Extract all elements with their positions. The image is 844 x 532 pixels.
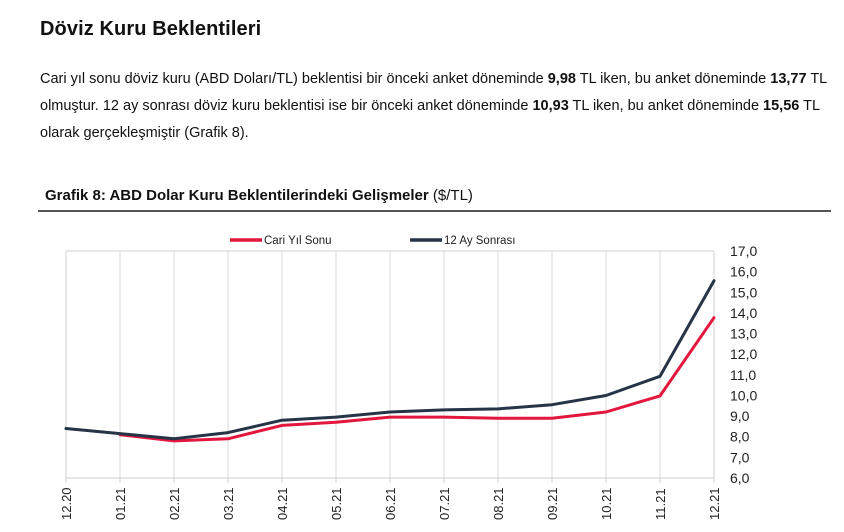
x-tick-label: 08.21 [491, 487, 506, 520]
y-tick-label: 10,0 [730, 387, 757, 403]
paragraph-text: TL olmuştur. 12 ay sonrası döviz kuru be… [40, 71, 827, 114]
y-tick-label: 17,0 [730, 243, 757, 259]
y-tick-label: 14,0 [730, 305, 757, 321]
y-tick-label: 13,0 [730, 326, 757, 342]
x-tick-label: 12.21 [707, 487, 722, 520]
highlight-value: 9,98 [547, 71, 576, 87]
summary-paragraph: Cari yıl sonu döviz kuru (ABD Doları/TL)… [40, 66, 830, 147]
y-tick-label: 11,0 [730, 367, 756, 383]
x-tick-label: 09.21 [545, 487, 560, 520]
chart-title-text: Grafik 8: ABD Dolar Kuru Beklentilerinde… [45, 187, 429, 204]
x-tick-label: 12.20 [59, 487, 74, 520]
x-axis-ticks: 12.20 01.21 02.21 03.21 04.21 05.21 06.21 07.21… [59, 478, 722, 520]
x-tick-label: 11.21 [653, 488, 668, 520]
paragraph-text: TL olarak gerçekleşmiştir (Grafik 8). [40, 98, 820, 141]
chart-title: Grafik 8: ABD Dolar Kuru Beklentilerinde… [45, 187, 473, 204]
series-line [118, 316, 716, 443]
x-tick-label: 10.21 [599, 487, 614, 520]
x-tick-label: 06.21 [383, 487, 398, 520]
chart-unit: ($/TL) [432, 187, 473, 204]
x-tick-label: 07.21 [437, 487, 452, 520]
x-tick-label: 01.21 [113, 487, 128, 520]
y-tick-label: 7,0 [730, 449, 750, 465]
paragraph-text: TL iken, bu anket döneminde [575, 71, 771, 87]
y-tick-label: 8,0 [730, 429, 750, 445]
line-chart: 6,0 7,0 8,0 9,0 10,0 11,0 12,0 13,0 14,0 15,0 16,0… [59, 235, 757, 520]
highlight-value: 10,93 [532, 98, 569, 114]
highlight-value: 15,56 [763, 98, 800, 114]
y-tick-label: 6,0 [730, 470, 750, 486]
x-tick-label: 03.21 [221, 487, 236, 520]
highlight-value: 13,77 [770, 71, 807, 87]
legend: Cari Yıl Sonu 12 Ay Sonrası [230, 235, 515, 247]
legend-label: Cari Yıl Sonu [264, 235, 332, 247]
x-tick-label: 05.21 [329, 487, 344, 520]
legend-label: 12 Ay Sonrası [444, 235, 515, 247]
y-tick-label: 12,0 [730, 346, 757, 362]
y-tick-label: 16,0 [730, 264, 757, 280]
y-tick-label: 9,0 [730, 408, 750, 424]
y-tick-label: 15,0 [730, 284, 757, 300]
x-tick-label: 04.21 [275, 487, 290, 520]
paragraph-text: TL iken, bu anket döneminde [568, 98, 764, 114]
grid-lines [119, 251, 661, 478]
y-axis-ticks: 6,0 7,0 8,0 9,0 10,0 11,0 12,0 13,0 14,0 15,0 16,0… [730, 243, 757, 486]
series-lines [64, 279, 716, 443]
x-tick-label: 02.21 [167, 487, 182, 520]
paragraph-text: Cari yıl sonu döviz kuru (ABD Doları/TL)… [40, 71, 548, 87]
section-heading: Döviz Kuru Beklentileri [40, 18, 262, 40]
title-divider [38, 210, 831, 212]
series-line [64, 279, 716, 441]
